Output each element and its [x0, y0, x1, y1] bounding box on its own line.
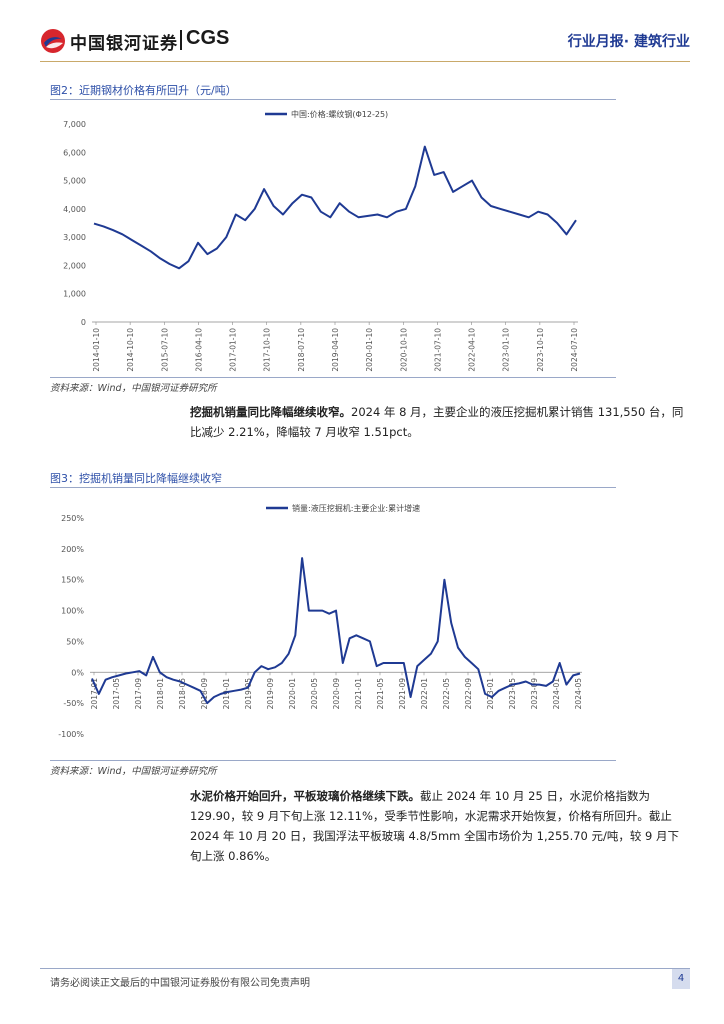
figure2-source-divider	[50, 377, 616, 378]
excavator-sales-chart: 250% 200% 150% 100% 50% 0% -50% -100% 2017-01 201…	[58, 503, 583, 739]
cement-glass-body: 截止 2024 年 10 月 25 日，水泥价格指数为 129.90，较 9 月…	[190, 789, 680, 863]
figure3-source-divider	[50, 760, 616, 761]
steel-chart-x-tick-label: 2024-07-10	[570, 328, 579, 372]
steel-chart-x-tick-label: 2019-04-10	[331, 328, 340, 372]
excavator-chart-x-tick-label: 2022-09	[464, 678, 473, 710]
steel-chart-x-tick-label: 2022-04-10	[468, 328, 477, 372]
figure2-caption-divider	[50, 99, 616, 100]
steel-chart-x-tick-label: 2017-10-10	[263, 328, 272, 372]
steel-chart-x-tick-label: 2017-01-10	[229, 328, 238, 372]
excavator-chart-x-tick-label: 2021-09	[398, 678, 407, 710]
report-tag: 行业月报· 建筑行业	[567, 34, 690, 50]
steel-chart-y-tick-label: 4,000	[63, 205, 86, 214]
page-number: 4	[672, 969, 690, 989]
steel-chart-y-tick-label: 1,000	[63, 290, 86, 299]
excavator-chart-legend-label: 销量:液压挖掘机:主要企业:累计增速	[292, 503, 420, 513]
excavator-chart-x-tick-label: 2024-01	[552, 678, 561, 710]
steel-chart-x-tick-label: 2023-10-10	[536, 328, 545, 372]
excavator-chart-y-tick-label: -100%	[58, 730, 84, 739]
excavator-chart-x-tick-label: 2018-05	[178, 678, 187, 710]
steel-chart-y-tick-label: 5,000	[63, 177, 86, 186]
excavator-chart-x-tick-label: 2019-01	[222, 678, 231, 710]
figure3-caption-divider	[50, 487, 616, 488]
excavator-chart-x-tick-label: 2022-01	[420, 678, 429, 710]
excavator-chart-series-line	[91, 557, 581, 705]
steel-price-chart: 7,000 6,000 5,000 4,000 3,000 2,000 1,000 0 2014…	[63, 109, 579, 372]
footer-disclaimer[interactable]: 请务必阅读正文最后的中国银河证券股份有限公司免责声明	[50, 978, 310, 989]
excavator-chart-x-tick-label: 2017-05	[112, 678, 121, 710]
excavator-chart-x-tick-label: 2024-05	[574, 678, 583, 710]
steel-chart-x-tick-label: 2020-10-10	[399, 328, 408, 372]
excavator-chart-y-tick-label: 100%	[61, 607, 84, 616]
steel-chart-x-tick-label: 2021-07-10	[433, 328, 442, 372]
excavator-chart-x-tick-label: 2020-05	[310, 678, 319, 710]
cement-glass-heading: 水泥价格开始回升，平板玻璃价格继续下跌。	[190, 789, 420, 803]
excavator-chart-x-tick-label: 2017-09	[134, 678, 143, 710]
brand-separator	[180, 30, 182, 50]
header-divider	[40, 61, 690, 62]
excavator-chart-y-tick-label: 200%	[61, 545, 84, 554]
excavator-chart-y-tick-label: 250%	[61, 514, 84, 523]
figure3-source: 资料来源：Wind，中国银河证券研究所	[50, 766, 217, 777]
excavator-chart-x-tick-label: 2023-01	[486, 678, 495, 710]
brand-name-cn: 中国银河证券	[70, 34, 178, 54]
excavator-body: 2024 年 8 月，主要企业的液压挖掘机累计销售 131,550 台，同比减少…	[190, 405, 684, 439]
steel-chart-y-tick-label: 6,000	[63, 148, 86, 157]
steel-chart-series-line	[93, 145, 577, 270]
excavator-chart-y-tick-label: -50%	[63, 699, 84, 708]
footer-divider	[40, 968, 690, 969]
steel-chart-x-tick-label: 2015-07-10	[160, 328, 169, 372]
steel-chart-x-tick-label: 2023-01-10	[502, 328, 511, 372]
excavator-chart-x-tick-label: 2019-05	[244, 678, 253, 710]
excavator-heading: 挖掘机销量同比降幅继续收窄。	[190, 405, 351, 419]
figure3-caption: 图3：挖掘机销量同比降幅继续收窄	[50, 472, 222, 485]
excavator-chart-y-tick-label: 50%	[66, 637, 84, 646]
brand-logo-icon	[41, 29, 65, 53]
steel-chart-legend-label: 中国:价格:螺纹钢(Φ12-25)	[291, 109, 388, 119]
excavator-chart-x-tick-label: 2022-05	[442, 678, 451, 710]
excavator-paragraph: 挖掘机销量同比降幅继续收窄。2024 年 8 月，主要企业的液压挖掘机累计销售 …	[190, 402, 690, 442]
excavator-chart-x-tick-label: 2020-09	[332, 678, 341, 710]
excavator-chart-x-tick-label: 2019-09	[266, 678, 275, 710]
steel-chart-y-tick-label: 0	[81, 318, 86, 327]
excavator-chart-x-tick-label: 2021-01	[354, 678, 363, 710]
steel-chart-x-tick-label: 2014-10-10	[126, 328, 135, 372]
excavator-chart-x-tick-label: 2021-05	[376, 678, 385, 710]
steel-chart-y-tick-label: 3,000	[63, 233, 86, 242]
figure2-source: 资料来源：Wind，中国银河证券研究所	[50, 383, 217, 394]
steel-chart-x-tick-label: 2014-01-10	[92, 328, 101, 372]
excavator-chart-x-tick-label: 2023-09	[530, 678, 539, 710]
cement-glass-paragraph: 水泥价格开始回升，平板玻璃价格继续下跌。截止 2024 年 10 月 25 日，…	[190, 786, 690, 866]
steel-chart-x-tick-label: 2018-07-10	[297, 328, 306, 372]
brand-name-en: CGS	[186, 27, 230, 49]
steel-chart-x-tick-label: 2020-01-10	[365, 328, 374, 372]
steel-chart-x-tick-label: 2016-04-10	[194, 328, 203, 372]
excavator-chart-y-tick-label: 150%	[61, 576, 84, 585]
excavator-chart-x-tick-label: 2020-01	[288, 678, 297, 710]
excavator-chart-x-tick-label: 2018-01	[156, 678, 165, 710]
excavator-chart-x-tick-label: 2017-01	[90, 678, 99, 710]
figure2-caption: 图2：近期钢材价格有所回升（元/吨）	[50, 84, 237, 97]
excavator-chart-x-tick-label: 2023-05	[508, 678, 517, 710]
steel-chart-y-tick-label: 2,000	[63, 261, 86, 270]
steel-chart-y-tick-label: 7,000	[63, 120, 86, 129]
excavator-chart-y-tick-label: 0%	[71, 668, 84, 677]
excavator-chart-x-tick-label: 2018-09	[200, 678, 209, 710]
